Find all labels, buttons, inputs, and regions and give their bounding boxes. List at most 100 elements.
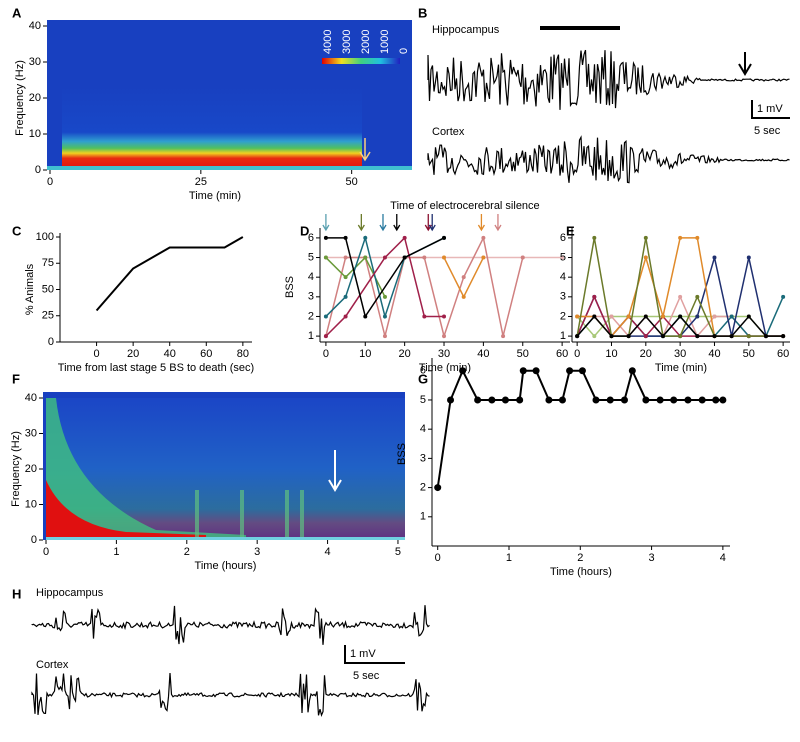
colorbar-label: 4000 xyxy=(322,30,334,54)
data-point xyxy=(575,334,580,339)
y-tick-label: 1 xyxy=(420,511,426,523)
y-tick-label: 6 xyxy=(560,232,566,244)
data-point xyxy=(519,367,527,375)
data-point xyxy=(363,314,368,319)
data-point xyxy=(382,334,387,339)
scale-label: 5 sec xyxy=(754,125,781,137)
y-tick-label: 75 xyxy=(42,257,54,269)
x-axis-label: Time (min) xyxy=(655,362,707,374)
y-tick-label: 6 xyxy=(308,232,314,244)
cortex-trace xyxy=(427,135,790,184)
y-tick-label: 0 xyxy=(35,164,41,176)
data-point xyxy=(363,235,368,240)
y-tick-label: 100 xyxy=(36,231,54,243)
data-point xyxy=(684,396,692,404)
data-point xyxy=(695,314,700,319)
data-point xyxy=(545,396,553,404)
data-point xyxy=(712,255,717,260)
series-line xyxy=(436,367,723,488)
y-tick-label: 20 xyxy=(29,92,41,104)
x-tick-label: 4 xyxy=(325,546,331,558)
data-point xyxy=(516,396,524,404)
y-axis-label: BSS xyxy=(284,276,296,298)
data-point xyxy=(698,396,706,404)
data-point xyxy=(628,367,636,375)
data-point xyxy=(461,275,466,280)
y-tick-label: 1 xyxy=(560,330,566,342)
data-point xyxy=(343,314,348,319)
y-tick-label: 10 xyxy=(29,128,41,140)
y-tick-label: 3 xyxy=(420,452,426,464)
y-axis-label: Frequency (Hz) xyxy=(10,431,22,507)
y-tick-label: 3 xyxy=(308,291,314,303)
data-point xyxy=(560,255,565,260)
x-tick-label: 25 xyxy=(195,176,207,188)
x-tick-label: 80 xyxy=(237,348,249,360)
data-point xyxy=(481,255,486,260)
data-point xyxy=(712,396,720,404)
data-point xyxy=(323,255,328,260)
silence-marker xyxy=(477,214,485,232)
data-point xyxy=(746,334,751,339)
x-tick-label: 0 xyxy=(94,348,100,360)
data-point xyxy=(382,255,387,260)
scale-label: 5 sec xyxy=(353,670,380,682)
data-point xyxy=(678,235,683,240)
spectrogram-floor xyxy=(46,537,405,540)
y-axis-label: Frequency (Hz) xyxy=(14,60,26,136)
stimulus-bar xyxy=(540,26,620,30)
y-tick-label: 20 xyxy=(25,463,37,475)
data-point xyxy=(729,334,734,339)
y-tick-label: 5 xyxy=(308,251,314,263)
y-tick-label: 4 xyxy=(420,423,426,435)
y-tick-label: 1 xyxy=(308,330,314,342)
x-tick-label: 3 xyxy=(649,552,655,564)
x-tick-label: 30 xyxy=(674,348,686,360)
data-point xyxy=(343,294,348,299)
series-line xyxy=(325,236,445,337)
data-point xyxy=(488,396,496,404)
series-line xyxy=(95,236,244,312)
arrow xyxy=(328,450,342,492)
data-point xyxy=(461,294,466,299)
data-point xyxy=(382,314,387,319)
y-axis-label: % Animals xyxy=(24,263,36,315)
data-point xyxy=(323,235,328,240)
data-point xyxy=(781,294,786,299)
x-tick-label: 3 xyxy=(254,546,260,558)
data-point xyxy=(402,235,407,240)
panel-label: E xyxy=(566,223,575,238)
x-tick-label: 10 xyxy=(359,348,371,360)
colorbar-label: 3000 xyxy=(341,30,353,54)
data-point xyxy=(763,334,768,339)
data-point xyxy=(459,367,467,375)
cortex-trace xyxy=(31,673,430,717)
series-line xyxy=(325,235,524,339)
data-point xyxy=(382,294,387,299)
trace-label: Hippocampus xyxy=(432,24,500,36)
x-tick-label: 60 xyxy=(777,348,789,360)
data-point xyxy=(323,334,328,339)
scale-label: 1 mV xyxy=(350,648,376,660)
panel-label: B xyxy=(418,5,427,20)
x-tick-label: 10 xyxy=(605,348,617,360)
data-point xyxy=(746,314,751,319)
x-tick-label: 40 xyxy=(708,348,720,360)
data-point xyxy=(343,235,348,240)
x-tick-label: 2 xyxy=(184,546,190,558)
y-tick-label: 50 xyxy=(42,283,54,295)
x-tick-label: 0 xyxy=(43,546,49,558)
x-tick-label: 50 xyxy=(743,348,755,360)
data-point xyxy=(678,294,683,299)
panel-label: D xyxy=(300,223,309,238)
y-tick-label: 40 xyxy=(29,20,41,32)
x-tick-label: 20 xyxy=(127,348,139,360)
data-point xyxy=(592,396,600,404)
spectrogram-floor xyxy=(47,166,412,170)
data-point xyxy=(695,235,700,240)
data-point xyxy=(670,396,678,404)
data-point xyxy=(609,314,614,319)
hippocampus-trace xyxy=(31,605,430,645)
x-tick-label: 20 xyxy=(640,348,652,360)
y-tick-label: 4 xyxy=(560,271,566,283)
